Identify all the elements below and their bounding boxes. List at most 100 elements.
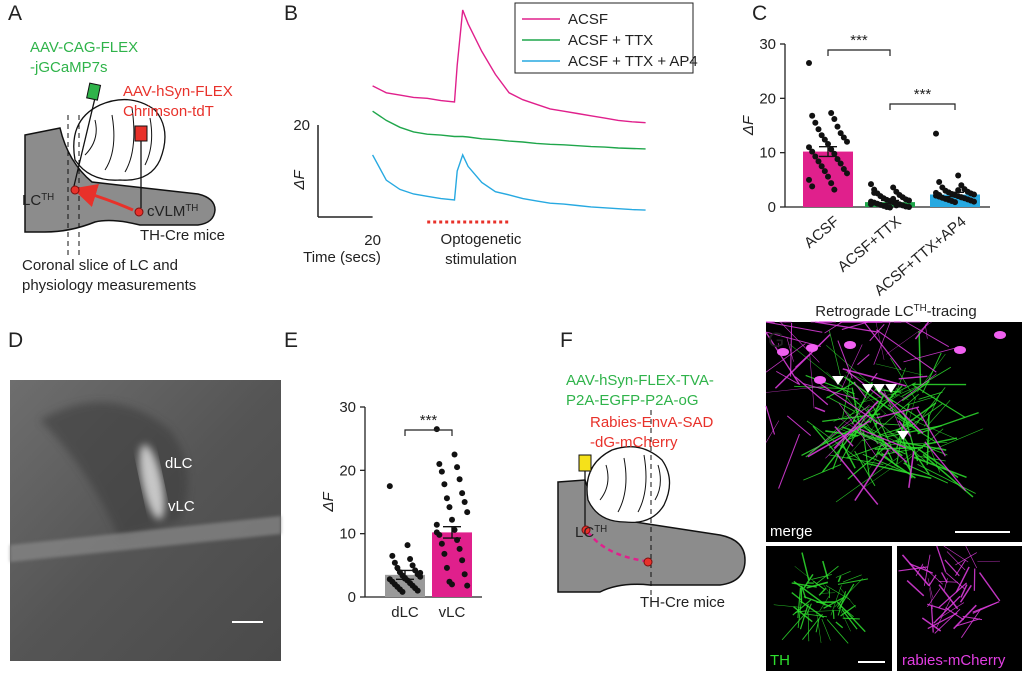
data-point: [844, 170, 850, 177]
image-label: merge: [770, 523, 813, 540]
mouse-label: TH-Cre mice: [140, 227, 225, 244]
neuron-fiber: [938, 582, 968, 609]
data-point: [933, 130, 939, 137]
neuron-fiber: [917, 411, 979, 435]
syringe-green: [86, 82, 102, 101]
pipette-shadow: [10, 516, 281, 562]
cell-body: [844, 341, 856, 349]
neuron-fiber: [836, 595, 845, 608]
neuron-fiber: [846, 437, 904, 459]
significance-label: ***: [914, 86, 932, 103]
panel-label: A: [8, 2, 22, 25]
neuron-fiber: [943, 545, 969, 563]
neuron-fiber: [838, 583, 855, 610]
neuron-fiber: [927, 603, 946, 611]
cerebellum: [73, 98, 166, 181]
panel-title-base: Retrograde LC: [815, 303, 914, 320]
virus-label-red: AAV-hSyn-FLEX: [123, 83, 233, 100]
data-point: [459, 557, 466, 564]
neuron-fiber: [821, 618, 831, 641]
data-point: [890, 184, 897, 191]
cell-body: [806, 344, 818, 352]
neuron-fiber: [826, 619, 849, 644]
neuron-fiber: [880, 447, 918, 456]
significance-bracket: [827, 49, 891, 56]
neuron-fiber: [884, 441, 908, 463]
neuron-fiber: [868, 428, 879, 445]
neuron-fiber: [940, 572, 948, 583]
legend-label: ACSF + TTX: [568, 32, 653, 49]
data-point: [454, 464, 461, 471]
data-point: [840, 165, 847, 172]
neuron-fiber: [901, 554, 930, 587]
neuron-fiber: [945, 571, 965, 590]
neuron-fiber: [807, 420, 871, 458]
neuron-fiber: [911, 383, 966, 418]
neuron-fiber: [903, 347, 956, 363]
neuron-fiber: [946, 551, 966, 571]
stimulation-label: stimulation: [445, 251, 517, 268]
neuron-fiber: [793, 580, 826, 605]
neuron-fiber: [803, 463, 842, 481]
neuron-fiber: [894, 367, 906, 396]
neuron-fiber: [792, 599, 812, 616]
data-point: [404, 542, 411, 549]
neuron-fiber: [921, 565, 943, 585]
syringe-red: [134, 125, 148, 142]
panel-label: C: [752, 2, 767, 25]
neuron-fiber: [765, 343, 806, 373]
neuron-fiber: [876, 406, 920, 419]
legend-label: ACSF + TTX + AP4: [568, 53, 698, 70]
neuron-fiber: [844, 374, 888, 416]
data-point: [464, 582, 471, 589]
image-label: rabies-mCherry: [902, 652, 1006, 669]
neuron-fiber: [930, 605, 934, 633]
neuron-fiber: [972, 601, 1000, 613]
neuron-fiber: [815, 618, 820, 633]
data-point: [834, 156, 841, 163]
data-point: [438, 468, 445, 475]
neuron-fiber: [922, 352, 942, 394]
neuron-fiber: [803, 383, 859, 400]
data-point: [446, 504, 453, 511]
lc-fluorescence: [139, 444, 165, 520]
neuron-fiber: [823, 584, 830, 594]
data-point: [806, 176, 812, 183]
data-point: [451, 526, 458, 533]
neuron-fiber: [876, 387, 924, 434]
data-point: [812, 119, 819, 126]
data-point: [955, 172, 962, 179]
data-point: [441, 550, 448, 557]
legend-label: ACSF: [568, 11, 608, 28]
data-point: [825, 173, 831, 180]
neuron-fiber: [896, 440, 947, 451]
data-point: [449, 516, 455, 523]
virus-label-red: Rabies-EnvA-SAD: [590, 414, 714, 431]
neuron-fiber: [834, 426, 854, 447]
neuron-fiber: [786, 415, 812, 437]
error-bar: [946, 191, 964, 198]
neuron-fiber: [826, 371, 875, 420]
y-axis-label: ΔF: [740, 115, 757, 136]
data-point: [815, 126, 822, 133]
data-point: [831, 150, 838, 157]
data-point: [952, 199, 958, 206]
data-point: [844, 138, 850, 145]
neuron-fiber: [780, 321, 820, 363]
data-point: [825, 140, 831, 147]
target-dot: [643, 557, 653, 567]
neuron-fiber: [842, 377, 851, 418]
neuron-fiber: [836, 453, 879, 505]
data-point: [433, 426, 440, 433]
y-tick-label: 30: [339, 399, 356, 416]
neuron-fiber: [921, 617, 942, 632]
panel-g-images: [765, 321, 1022, 671]
y-tick-label: 20: [339, 462, 356, 479]
data-point: [391, 559, 398, 566]
panel-label: D: [8, 329, 23, 352]
neuron-fiber: [859, 428, 906, 449]
scale-label-x: 20: [364, 232, 381, 249]
neuron-fiber: [826, 396, 856, 412]
neuron-fiber: [863, 321, 902, 370]
data-point: [394, 564, 401, 571]
